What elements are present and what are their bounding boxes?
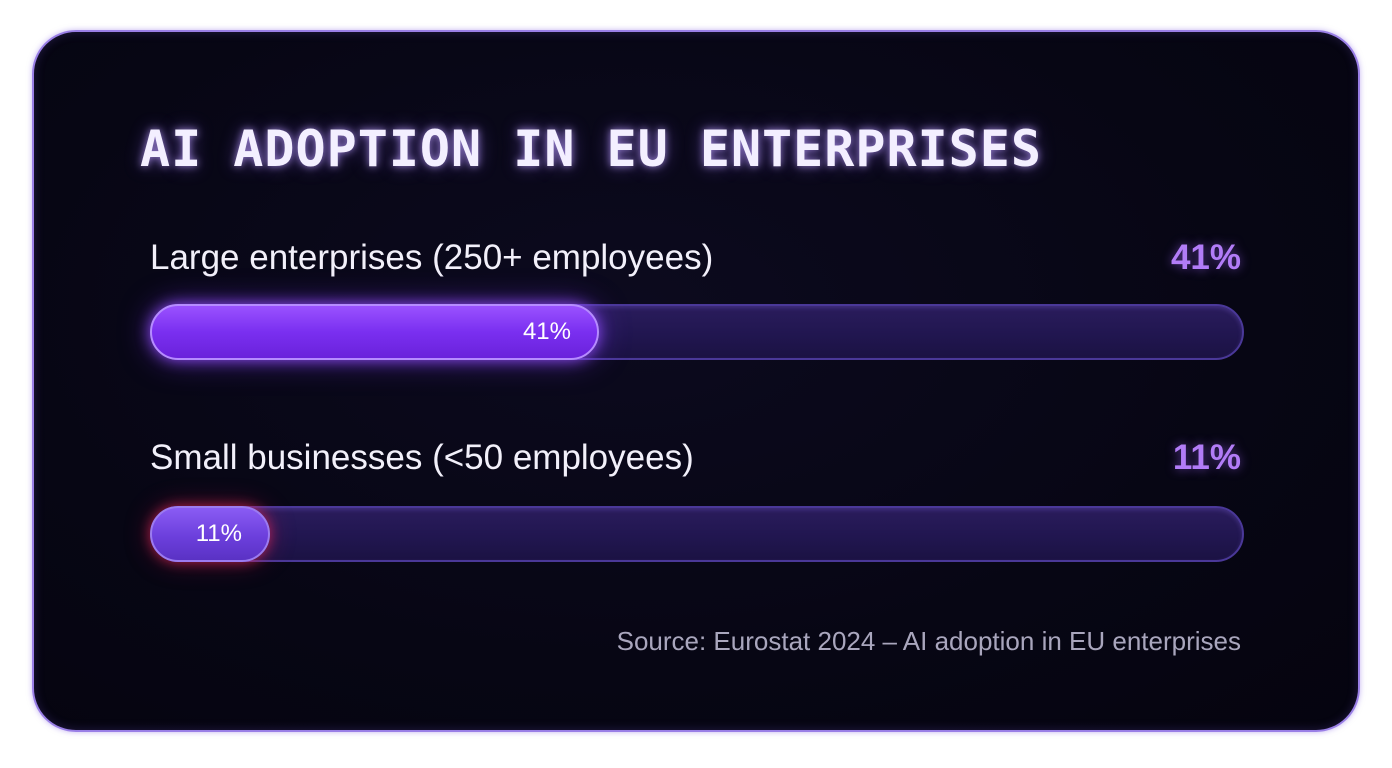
bar-track-large: 41% [150, 304, 1244, 360]
value-label-small: 11% [1172, 438, 1241, 477]
chart-title: AI ADOPTION IN EU ENTERPRISES [140, 120, 1042, 178]
bar-fill-small [150, 506, 270, 562]
category-label-small: Small businesses (<50 employees) [150, 438, 694, 477]
bar-data-label-small: 11% [195, 520, 242, 547]
category-label-large: Large enterprises (250+ employees) [150, 238, 714, 277]
value-label-large: 41% [1170, 238, 1241, 277]
bar-fill-large [150, 304, 599, 360]
bar-data-label-large: 41% [522, 318, 571, 345]
chart-card: AI ADOPTION IN EU ENTERPRISES Large ente… [32, 30, 1360, 732]
source-note: Source: Eurostat 2024 – AI adoption in E… [616, 626, 1241, 656]
bar-track-small: 11% [150, 506, 1244, 562]
